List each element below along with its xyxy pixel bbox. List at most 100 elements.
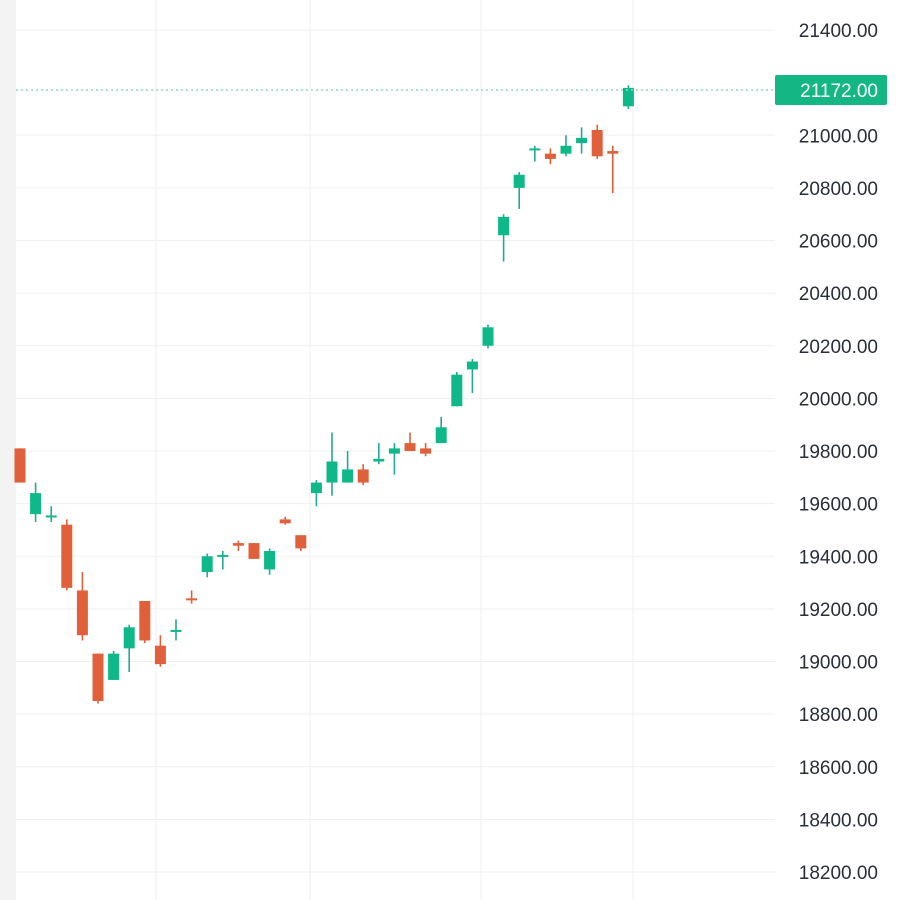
grid-layer bbox=[16, 0, 775, 900]
y-tick-label: 19200.00 bbox=[799, 600, 878, 621]
y-tick-label: 20200.00 bbox=[799, 337, 878, 358]
price-axis[interactable]: 21400.00 21000.00 20800.00 20600.00 20400.00… bbox=[799, 21, 878, 884]
candle bbox=[310, 479, 322, 507]
candle-body-down bbox=[139, 600, 151, 641]
candle bbox=[591, 124, 603, 159]
candle bbox=[279, 516, 291, 525]
y-tick-label: 20600.00 bbox=[799, 232, 878, 253]
candle bbox=[76, 572, 88, 641]
candle bbox=[295, 535, 307, 551]
candle-body-down bbox=[248, 543, 260, 559]
candle-body-down bbox=[295, 535, 307, 549]
candle bbox=[622, 85, 634, 109]
y-tick-label: 18800.00 bbox=[799, 705, 878, 726]
candle bbox=[326, 432, 338, 496]
candle bbox=[607, 145, 619, 194]
last-price-label: 21172.00 bbox=[800, 81, 878, 102]
candle bbox=[388, 443, 400, 475]
candle-body-up bbox=[123, 627, 135, 649]
candle-body-down bbox=[76, 590, 88, 636]
candle-body-up bbox=[466, 361, 478, 370]
candle-body-up bbox=[451, 374, 463, 407]
candle-body-up bbox=[482, 327, 494, 346]
candle bbox=[498, 214, 510, 262]
candle-body-down bbox=[591, 129, 603, 157]
candle-body-up bbox=[435, 427, 447, 444]
candle-body-up bbox=[310, 482, 322, 494]
candle bbox=[92, 653, 104, 704]
candle-body-up bbox=[201, 556, 213, 573]
last-price-badge bbox=[775, 74, 887, 105]
y-tick-label: 19800.00 bbox=[799, 442, 878, 463]
candle bbox=[201, 553, 213, 578]
candle-body-up bbox=[513, 174, 525, 188]
candle-body-up bbox=[264, 550, 276, 570]
candle-body-up bbox=[217, 554, 229, 557]
candle-body-up bbox=[170, 629, 182, 632]
candle bbox=[217, 550, 229, 570]
candle-body-down bbox=[404, 443, 416, 451]
y-tick-label: 21000.00 bbox=[799, 126, 878, 147]
candle-body-down bbox=[186, 598, 198, 601]
y-tick-label: 20400.00 bbox=[799, 284, 878, 305]
candle-body-up bbox=[108, 653, 120, 680]
candle-body-down bbox=[14, 448, 26, 483]
candle-body-down bbox=[232, 543, 244, 546]
y-tick-label: 20800.00 bbox=[799, 179, 878, 200]
candle-body-down bbox=[61, 524, 73, 588]
candle-body-up bbox=[342, 469, 354, 483]
candle-layer bbox=[14, 85, 634, 704]
candle bbox=[342, 451, 354, 483]
y-tick-label: 19000.00 bbox=[799, 653, 878, 674]
candle bbox=[264, 548, 276, 575]
candle-body-down bbox=[279, 519, 291, 524]
candle bbox=[14, 448, 26, 483]
candle-body-down bbox=[544, 153, 556, 159]
candle bbox=[139, 600, 151, 644]
candle-body-up bbox=[622, 87, 634, 107]
left-edge-strip bbox=[0, 0, 16, 900]
candle bbox=[373, 443, 385, 465]
candle bbox=[61, 519, 73, 591]
y-tick-label: 18600.00 bbox=[799, 758, 878, 779]
candle-body-up bbox=[30, 493, 42, 515]
candle bbox=[170, 619, 182, 641]
candle-body-down bbox=[154, 645, 166, 665]
candle bbox=[513, 172, 525, 209]
candle bbox=[186, 590, 198, 604]
candle-body-down bbox=[357, 469, 369, 483]
candle-body-up bbox=[498, 216, 510, 236]
candle-body-down bbox=[607, 151, 619, 154]
candle bbox=[404, 432, 416, 451]
y-tick-label: 21400.00 bbox=[799, 21, 878, 42]
candle bbox=[544, 148, 556, 165]
candle bbox=[560, 135, 572, 157]
candle-body-up bbox=[388, 448, 400, 454]
y-tick-label: 18400.00 bbox=[799, 810, 878, 831]
candle-body-up bbox=[560, 145, 572, 154]
y-tick-label: 20000.00 bbox=[799, 389, 878, 410]
candle bbox=[529, 145, 541, 162]
candle-body-up bbox=[326, 461, 338, 483]
candle bbox=[108, 650, 120, 680]
candle bbox=[451, 372, 463, 407]
candle-body-up bbox=[576, 137, 588, 144]
candle bbox=[123, 624, 135, 673]
y-tick-label: 19600.00 bbox=[799, 495, 878, 516]
candle bbox=[576, 127, 588, 154]
candle-body-up bbox=[45, 515, 57, 518]
y-tick-label: 18200.00 bbox=[799, 863, 878, 884]
candle bbox=[420, 443, 432, 457]
candle-body-up bbox=[373, 458, 385, 462]
candle bbox=[232, 540, 244, 551]
candle bbox=[435, 416, 447, 444]
candle bbox=[482, 324, 494, 349]
candle bbox=[45, 506, 57, 523]
candle-body-down bbox=[92, 653, 104, 701]
last-price-marker: 21172.00 bbox=[16, 74, 887, 105]
candle bbox=[248, 543, 260, 559]
candle bbox=[30, 482, 42, 523]
candle-body-down bbox=[420, 448, 432, 454]
candle bbox=[357, 464, 369, 486]
